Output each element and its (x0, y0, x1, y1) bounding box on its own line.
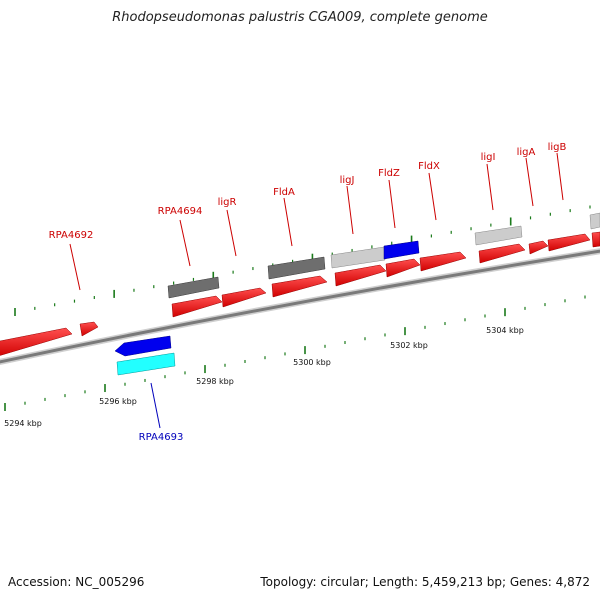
gene-rpa4692-arrow[interactable] (0, 327, 73, 357)
label-fldz[interactable]: FldZ (378, 168, 400, 179)
feature-light-3[interactable] (589, 212, 600, 230)
gene-labels: RPA4692 RPA4694 ligR FldA ligJ FldZ FldX… (49, 142, 567, 443)
gene-ligi-arrow[interactable] (478, 243, 526, 264)
forward-strand (0, 212, 600, 357)
feature-light-2[interactable] (474, 225, 523, 246)
accession-text: Accession: NC_005296 (8, 575, 145, 589)
gene-ligb-arrow[interactable] (547, 233, 591, 252)
label-flda[interactable]: FldA (273, 187, 295, 198)
scale-label-5298: 5298 kbp (196, 377, 234, 386)
genome-summary-text: Topology: circular; Length: 5,459,213 bp… (260, 575, 590, 589)
feature-dark-2[interactable] (267, 256, 326, 280)
label-rpa4693[interactable]: RPA4693 (139, 432, 184, 443)
gene-ligj-arrow[interactable] (334, 264, 387, 287)
label-ligr[interactable]: ligR (218, 197, 237, 208)
genome-backbone (0, 248, 600, 365)
feature-light-1[interactable] (330, 246, 386, 269)
scale-label-5294: 5294 kbp (4, 419, 42, 428)
gene-ligr-arrow[interactable] (221, 287, 267, 308)
label-leaders (69, 152, 564, 429)
label-ligj[interactable]: ligJ (340, 175, 355, 186)
label-fldx[interactable]: FldX (418, 161, 440, 172)
gene-flda-arrow[interactable] (271, 275, 328, 298)
label-rpa4692[interactable]: RPA4692 (49, 230, 94, 241)
scale-label-5300: 5300 kbp (293, 358, 331, 367)
map-title: Rhodopseudomonas palustris CGA009, compl… (112, 10, 488, 25)
scale-label-5304: 5304 kbp (486, 326, 524, 335)
gene-fldz-arrow[interactable] (385, 258, 421, 278)
scale-label-5296: 5296 kbp (99, 397, 137, 406)
gene-fldx-arrow[interactable] (419, 251, 467, 272)
label-rpa4694[interactable]: RPA4694 (158, 206, 203, 217)
label-ligi[interactable]: ligI (481, 152, 496, 163)
gene-edge-arrow[interactable] (591, 231, 600, 248)
reverse-strand (114, 335, 176, 376)
gene-liga-arrow[interactable] (528, 240, 549, 255)
gene-small-arrow[interactable] (79, 321, 99, 337)
scale-label-5302: 5302 kbp (390, 341, 428, 350)
scale-labels: 5294 kbp 5296 kbp 5298 kbp 5300 kbp 5302… (4, 326, 524, 428)
gene-rpa4694-arrow[interactable] (171, 295, 223, 318)
rna-rpa4693-feature[interactable] (116, 352, 176, 376)
label-liga[interactable]: ligA (517, 147, 536, 158)
feature-dark-1[interactable] (167, 276, 220, 299)
gene-rpa4693-arrow[interactable] (114, 335, 172, 357)
gene-fldz-reverse-arrow[interactable] (383, 240, 420, 260)
label-ligb[interactable]: ligB (548, 142, 567, 153)
